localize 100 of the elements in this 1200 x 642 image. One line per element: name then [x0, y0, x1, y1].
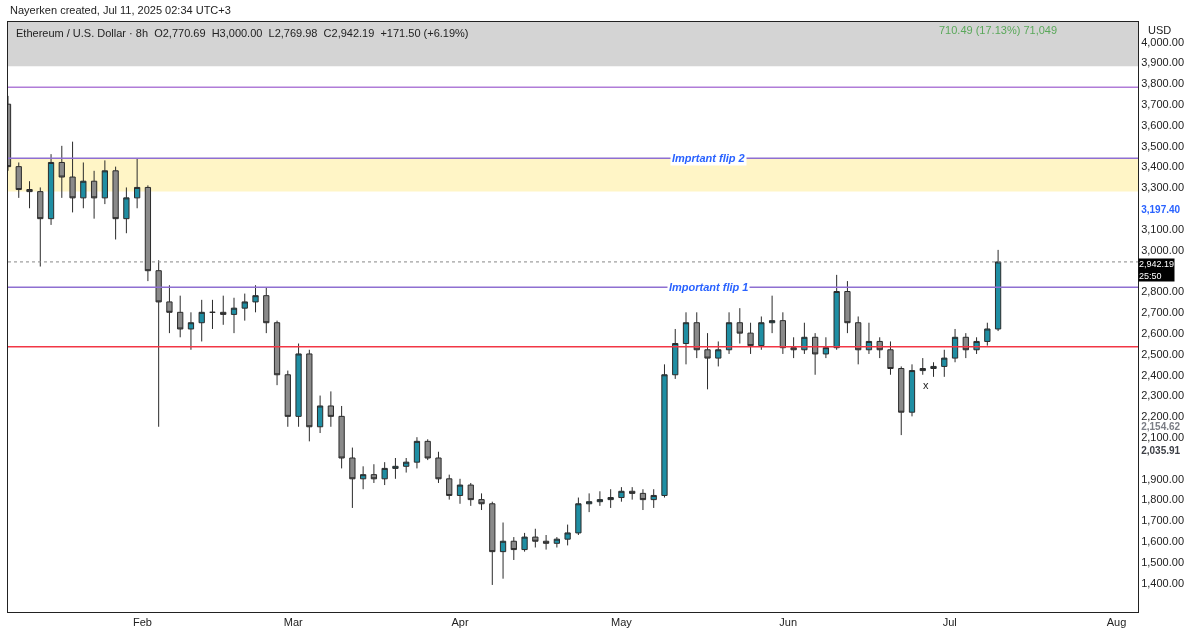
- candlestick: [596, 490, 604, 507]
- y-tick-label: 2,200.00: [1141, 410, 1185, 423]
- candlestick: [263, 286, 270, 334]
- y-tick-label: 2,100.00: [1141, 431, 1185, 444]
- ref-line-label: Imprtant flip 2: [672, 152, 745, 164]
- candlestick: [273, 320, 281, 386]
- candlestick: [295, 343, 302, 428]
- text: Nayerken created, Jul 11, 2025 02:34 UTC+3: [10, 4, 231, 16]
- candlestick: [101, 159, 108, 205]
- candlestick: [220, 295, 227, 326]
- y-tick-label: 3,900.00: [1141, 56, 1185, 69]
- y-tick-label: 3,197.40: [1141, 203, 1181, 215]
- candlestick: [994, 249, 1002, 332]
- candlestick: [984, 322, 991, 347]
- x-tick-label: Feb: [133, 616, 152, 629]
- candlestick: [58, 145, 65, 199]
- candlestick: [790, 336, 797, 359]
- candlestick: [403, 457, 410, 474]
- y-tick-label: 1,800.00: [1141, 493, 1185, 506]
- candlestick: [844, 280, 851, 334]
- candlestick: [822, 336, 830, 359]
- candlestick: [413, 436, 421, 469]
- candlestick: [349, 447, 356, 509]
- candlestick: [370, 463, 378, 484]
- candlestick: [435, 451, 442, 484]
- candlestick: [725, 311, 733, 355]
- candlestick: [166, 284, 173, 334]
- candlestick: [779, 311, 786, 355]
- candlestick: [682, 311, 690, 365]
- candlestick: [564, 524, 571, 546]
- candlestick: [693, 311, 700, 359]
- y-tick-label: 2,700.00: [1141, 306, 1185, 319]
- y-tick-label: 3,000.00: [1141, 243, 1185, 256]
- y-tick-label: 2,035.91: [1141, 445, 1181, 457]
- candlestick: [768, 295, 776, 334]
- y-tick-label: 1,500.00: [1141, 555, 1185, 568]
- y-tick-label: 2,800.00: [1141, 285, 1185, 298]
- candlestick: [973, 336, 980, 355]
- candlestick: [26, 180, 33, 209]
- candlestick: [360, 465, 367, 490]
- candlestick: [607, 488, 614, 509]
- candlestick: [187, 311, 195, 351]
- candlestick: [629, 486, 636, 501]
- candlestick: [510, 536, 517, 561]
- candlestick: [316, 395, 324, 434]
- candlestick: [575, 497, 582, 536]
- candlestick: [715, 340, 722, 367]
- candlestick: [284, 370, 291, 428]
- y-tick-label: 3,700.00: [1141, 98, 1185, 111]
- candlestick: [962, 332, 969, 359]
- candlestick: [736, 307, 743, 345]
- candlestick: [812, 332, 819, 376]
- candlestick: [898, 365, 905, 436]
- candlestick: [855, 315, 862, 365]
- x-tick-label: Jul: [942, 616, 957, 629]
- y-tick-label: 2,600.00: [1141, 326, 1185, 339]
- candlestick: [532, 528, 539, 548]
- candlestick: [521, 532, 528, 553]
- y-tick-label: 2,400.00: [1141, 368, 1185, 381]
- candlestick: [639, 488, 647, 511]
- candlestick: [112, 166, 119, 240]
- candlestick: [908, 363, 916, 417]
- y-tick-label: 3,800.00: [1141, 77, 1185, 90]
- y-tick-label: 3,600.00: [1141, 118, 1185, 131]
- candlestick: [704, 332, 711, 390]
- candlestick: [919, 357, 926, 376]
- candlestick: [306, 349, 313, 442]
- candlestick: [123, 186, 130, 234]
- candlestick: [15, 161, 22, 199]
- text: USD: [1148, 24, 1172, 36]
- chart-title: Ethereum / U.S. Dollar · 8h O2,770.69 H3,000.00 L2,769.98 C2,942.19 +171.50 (+6.19%): [16, 27, 469, 39]
- y-tick-label: 3,400.00: [1141, 160, 1185, 173]
- candlestick: [553, 536, 560, 548]
- candlestick: [47, 153, 55, 226]
- annotation: 710.49 (17.13%) 71,049: [939, 24, 1058, 36]
- ref-line-label: 2,942.19 25:50: [1139, 259, 1175, 281]
- y-tick-label: 3,100.00: [1141, 222, 1185, 235]
- x-tick-label: Mar: [283, 616, 303, 629]
- candlestick: [478, 492, 485, 511]
- ref-line-label: Important flip 1: [669, 281, 749, 293]
- candlestick: [747, 322, 754, 355]
- y-tick-label: 3,500.00: [1141, 139, 1185, 152]
- candlestick: [241, 293, 248, 322]
- y-tick-label: 1,700.00: [1141, 514, 1185, 527]
- x-tick-label: Apr: [451, 616, 469, 629]
- candlestick: [177, 295, 184, 338]
- candlestick: [672, 328, 679, 380]
- y-tick-label: 1,400.00: [1141, 576, 1185, 589]
- candlestick: [90, 170, 98, 220]
- x-tick-label: Jun: [779, 616, 798, 629]
- candlestick: [467, 482, 474, 507]
- candlestick: [758, 315, 765, 351]
- candlestick: [887, 340, 894, 376]
- candlestick: [338, 405, 345, 469]
- candlestick: [618, 486, 625, 503]
- candlestick: [252, 284, 259, 313]
- candlestick: [80, 161, 87, 209]
- candlestick: [586, 492, 593, 513]
- candlestick: [661, 363, 668, 499]
- candlestick: [134, 157, 141, 209]
